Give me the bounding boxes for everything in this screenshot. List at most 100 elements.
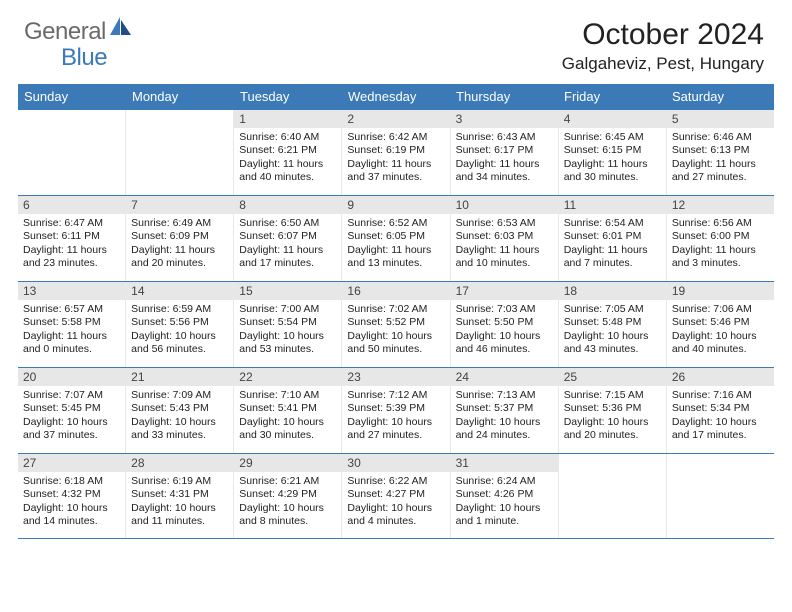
day-cell: 7Sunrise: 6:49 AM Sunset: 6:09 PM Daylig… — [126, 196, 234, 281]
day-cell: 23Sunrise: 7:12 AM Sunset: 5:39 PM Dayli… — [342, 368, 450, 453]
day-number: 4 — [559, 110, 666, 128]
day-number: 5 — [667, 110, 774, 128]
page-title: October 2024 — [562, 18, 764, 52]
day-details: Sunrise: 7:03 AM Sunset: 5:50 PM Dayligh… — [451, 300, 558, 361]
day-number: 12 — [667, 196, 774, 214]
day-number: 6 — [18, 196, 125, 214]
day-number: 18 — [559, 282, 666, 300]
day-number: 10 — [451, 196, 558, 214]
day-details: Sunrise: 6:53 AM Sunset: 6:03 PM Dayligh… — [451, 214, 558, 275]
day-header: Monday — [126, 84, 234, 109]
day-cell: 1Sunrise: 6:40 AM Sunset: 6:21 PM Daylig… — [234, 110, 342, 195]
day-number: 26 — [667, 368, 774, 386]
day-cell: 20Sunrise: 7:07 AM Sunset: 5:45 PM Dayli… — [18, 368, 126, 453]
day-number: 19 — [667, 282, 774, 300]
day-details: Sunrise: 6:45 AM Sunset: 6:15 PM Dayligh… — [559, 128, 666, 189]
day-number: 11 — [559, 196, 666, 214]
day-cell: 28Sunrise: 6:19 AM Sunset: 4:31 PM Dayli… — [126, 454, 234, 538]
day-cell: 24Sunrise: 7:13 AM Sunset: 5:37 PM Dayli… — [451, 368, 559, 453]
day-details: Sunrise: 6:18 AM Sunset: 4:32 PM Dayligh… — [18, 472, 125, 533]
day-cell: 17Sunrise: 7:03 AM Sunset: 5:50 PM Dayli… — [451, 282, 559, 367]
location: Galgaheviz, Pest, Hungary — [562, 54, 764, 74]
day-number: 24 — [451, 368, 558, 386]
day-number: 27 — [18, 454, 125, 472]
day-cell: 29Sunrise: 6:21 AM Sunset: 4:29 PM Dayli… — [234, 454, 342, 538]
day-details: Sunrise: 7:13 AM Sunset: 5:37 PM Dayligh… — [451, 386, 558, 447]
day-cell: 12Sunrise: 6:56 AM Sunset: 6:00 PM Dayli… — [667, 196, 774, 281]
day-cell: 31Sunrise: 6:24 AM Sunset: 4:26 PM Dayli… — [451, 454, 559, 538]
week-row: 13Sunrise: 6:57 AM Sunset: 5:58 PM Dayli… — [18, 281, 774, 367]
day-cell: 4Sunrise: 6:45 AM Sunset: 6:15 PM Daylig… — [559, 110, 667, 195]
day-details: Sunrise: 7:05 AM Sunset: 5:48 PM Dayligh… — [559, 300, 666, 361]
day-cell: 15Sunrise: 7:00 AM Sunset: 5:54 PM Dayli… — [234, 282, 342, 367]
day-details: Sunrise: 7:15 AM Sunset: 5:36 PM Dayligh… — [559, 386, 666, 447]
day-details: Sunrise: 6:49 AM Sunset: 6:09 PM Dayligh… — [126, 214, 233, 275]
day-details: Sunrise: 6:42 AM Sunset: 6:19 PM Dayligh… — [342, 128, 449, 189]
day-details: Sunrise: 7:06 AM Sunset: 5:46 PM Dayligh… — [667, 300, 774, 361]
day-number: 16 — [342, 282, 449, 300]
day-cell: 27Sunrise: 6:18 AM Sunset: 4:32 PM Dayli… — [18, 454, 126, 538]
logo-text-blue: Blue — [61, 44, 107, 72]
day-details: Sunrise: 6:57 AM Sunset: 5:58 PM Dayligh… — [18, 300, 125, 361]
day-cell: 19Sunrise: 7:06 AM Sunset: 5:46 PM Dayli… — [667, 282, 774, 367]
day-details: Sunrise: 6:22 AM Sunset: 4:27 PM Dayligh… — [342, 472, 449, 533]
day-details: Sunrise: 6:21 AM Sunset: 4:29 PM Dayligh… — [234, 472, 341, 533]
day-number: 25 — [559, 368, 666, 386]
day-number: 22 — [234, 368, 341, 386]
day-details: Sunrise: 7:02 AM Sunset: 5:52 PM Dayligh… — [342, 300, 449, 361]
day-number: 29 — [234, 454, 341, 472]
day-cell: 11Sunrise: 6:54 AM Sunset: 6:01 PM Dayli… — [559, 196, 667, 281]
logo: General Blue — [24, 18, 132, 46]
day-number: 23 — [342, 368, 449, 386]
day-header: Tuesday — [234, 84, 342, 109]
day-details: Sunrise: 6:54 AM Sunset: 6:01 PM Dayligh… — [559, 214, 666, 275]
day-cell: 10Sunrise: 6:53 AM Sunset: 6:03 PM Dayli… — [451, 196, 559, 281]
day-cell: 13Sunrise: 6:57 AM Sunset: 5:58 PM Dayli… — [18, 282, 126, 367]
day-header: Friday — [558, 84, 666, 109]
day-number: 15 — [234, 282, 341, 300]
day-number: 13 — [18, 282, 125, 300]
day-details: Sunrise: 7:12 AM Sunset: 5:39 PM Dayligh… — [342, 386, 449, 447]
day-header: Wednesday — [342, 84, 450, 109]
day-cell: 8Sunrise: 6:50 AM Sunset: 6:07 PM Daylig… — [234, 196, 342, 281]
day-number: 20 — [18, 368, 125, 386]
day-number: 17 — [451, 282, 558, 300]
day-cell — [18, 110, 126, 195]
day-cell — [667, 454, 774, 538]
day-details: Sunrise: 6:19 AM Sunset: 4:31 PM Dayligh… — [126, 472, 233, 533]
day-cell: 30Sunrise: 6:22 AM Sunset: 4:27 PM Dayli… — [342, 454, 450, 538]
day-details: Sunrise: 6:43 AM Sunset: 6:17 PM Dayligh… — [451, 128, 558, 189]
day-details: Sunrise: 6:46 AM Sunset: 6:13 PM Dayligh… — [667, 128, 774, 189]
title-block: October 2024 Galgaheviz, Pest, Hungary — [562, 18, 764, 74]
day-cell — [559, 454, 667, 538]
day-cell: 3Sunrise: 6:43 AM Sunset: 6:17 PM Daylig… — [451, 110, 559, 195]
day-cell: 25Sunrise: 7:15 AM Sunset: 5:36 PM Dayli… — [559, 368, 667, 453]
day-cell: 2Sunrise: 6:42 AM Sunset: 6:19 PM Daylig… — [342, 110, 450, 195]
day-cell — [126, 110, 234, 195]
logo-text-general: General — [24, 18, 106, 46]
day-number: 14 — [126, 282, 233, 300]
day-number: 21 — [126, 368, 233, 386]
day-number: 31 — [451, 454, 558, 472]
day-cell: 14Sunrise: 6:59 AM Sunset: 5:56 PM Dayli… — [126, 282, 234, 367]
day-details: Sunrise: 6:24 AM Sunset: 4:26 PM Dayligh… — [451, 472, 558, 533]
day-header: Saturday — [666, 84, 774, 109]
day-cell: 16Sunrise: 7:02 AM Sunset: 5:52 PM Dayli… — [342, 282, 450, 367]
day-cell: 9Sunrise: 6:52 AM Sunset: 6:05 PM Daylig… — [342, 196, 450, 281]
day-cell: 6Sunrise: 6:47 AM Sunset: 6:11 PM Daylig… — [18, 196, 126, 281]
day-details: Sunrise: 6:47 AM Sunset: 6:11 PM Dayligh… — [18, 214, 125, 275]
weeks-container: 1Sunrise: 6:40 AM Sunset: 6:21 PM Daylig… — [18, 109, 774, 539]
day-number: 8 — [234, 196, 341, 214]
sail-icon — [110, 17, 132, 42]
day-details: Sunrise: 7:09 AM Sunset: 5:43 PM Dayligh… — [126, 386, 233, 447]
day-cell: 18Sunrise: 7:05 AM Sunset: 5:48 PM Dayli… — [559, 282, 667, 367]
day-details: Sunrise: 7:07 AM Sunset: 5:45 PM Dayligh… — [18, 386, 125, 447]
day-details: Sunrise: 6:50 AM Sunset: 6:07 PM Dayligh… — [234, 214, 341, 275]
day-details: Sunrise: 7:10 AM Sunset: 5:41 PM Dayligh… — [234, 386, 341, 447]
day-number: 9 — [342, 196, 449, 214]
day-number: 2 — [342, 110, 449, 128]
day-cell: 21Sunrise: 7:09 AM Sunset: 5:43 PM Dayli… — [126, 368, 234, 453]
calendar: SundayMondayTuesdayWednesdayThursdayFrid… — [0, 84, 792, 539]
day-number: 30 — [342, 454, 449, 472]
day-header-row: SundayMondayTuesdayWednesdayThursdayFrid… — [18, 84, 774, 109]
